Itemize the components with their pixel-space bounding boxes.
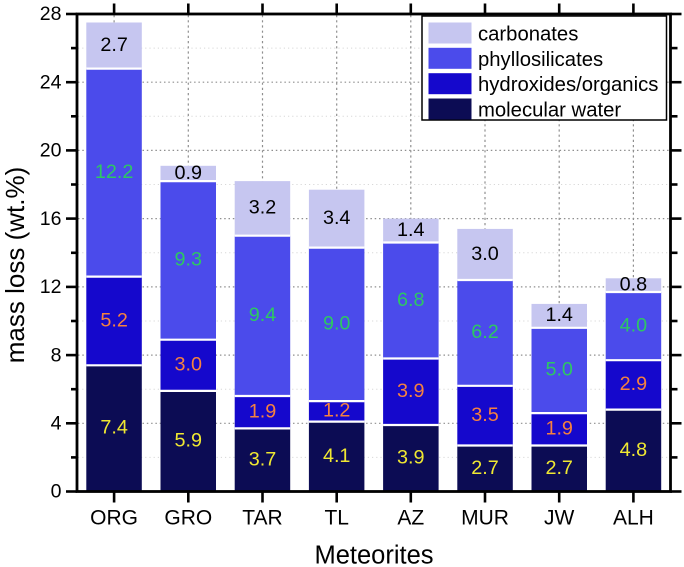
svg-text:1.9: 1.9 (249, 401, 277, 423)
svg-text:24: 24 (40, 71, 62, 93)
svg-text:1.4: 1.4 (545, 304, 573, 326)
svg-text:2.7: 2.7 (471, 457, 499, 479)
svg-text:Meteorites: Meteorites (314, 542, 433, 567)
svg-text:AZ: AZ (397, 507, 424, 530)
svg-text:5.0: 5.0 (545, 359, 573, 381)
svg-text:0.8: 0.8 (620, 274, 648, 296)
svg-text:3.2: 3.2 (249, 197, 277, 219)
svg-text:12.2: 12.2 (95, 161, 134, 183)
svg-text:1.4: 1.4 (397, 219, 425, 241)
svg-text:molecular water: molecular water (478, 100, 621, 122)
svg-text:phyllosilicates: phyllosilicates (478, 49, 603, 71)
svg-text:20: 20 (40, 140, 62, 162)
svg-text:3.7: 3.7 (249, 448, 277, 470)
svg-text:3.9: 3.9 (397, 380, 425, 402)
svg-text:4.1: 4.1 (323, 445, 351, 467)
svg-text:mass loss (wt.%): mass loss (wt.%) (0, 167, 30, 363)
svg-text:GRO: GRO (164, 507, 212, 530)
svg-text:carbonates: carbonates (478, 24, 578, 46)
svg-text:5.9: 5.9 (175, 430, 203, 452)
svg-text:3.5: 3.5 (471, 404, 499, 426)
svg-text:3.0: 3.0 (471, 243, 499, 265)
svg-text:6.8: 6.8 (397, 289, 425, 311)
svg-text:12: 12 (40, 276, 62, 298)
svg-text:ALH: ALH (613, 507, 654, 530)
svg-text:TL: TL (324, 507, 349, 530)
svg-text:0: 0 (51, 481, 62, 503)
svg-text:4.0: 4.0 (620, 314, 648, 336)
svg-text:4: 4 (51, 413, 62, 435)
svg-text:4.8: 4.8 (620, 439, 648, 461)
svg-text:0.9: 0.9 (175, 162, 203, 184)
svg-text:9.3: 9.3 (175, 249, 203, 271)
svg-text:2.7: 2.7 (100, 34, 128, 56)
svg-text:8: 8 (51, 344, 62, 366)
svg-text:3.4: 3.4 (323, 207, 351, 229)
svg-text:1.9: 1.9 (545, 418, 573, 440)
svg-text:9.0: 9.0 (323, 313, 351, 335)
svg-text:1.2: 1.2 (323, 400, 351, 422)
svg-text:ORG: ORG (90, 507, 138, 530)
svg-text:28: 28 (40, 3, 62, 25)
svg-text:JW: JW (544, 507, 575, 530)
svg-text:3.0: 3.0 (175, 354, 203, 376)
svg-text:3.9: 3.9 (397, 447, 425, 469)
svg-text:5.2: 5.2 (100, 309, 128, 331)
svg-text:7.4: 7.4 (100, 417, 128, 439)
svg-text:hydroxides/organics: hydroxides/organics (478, 74, 658, 96)
svg-text:2.9: 2.9 (620, 373, 648, 395)
svg-text:2.7: 2.7 (545, 457, 573, 479)
svg-text:TAR: TAR (242, 507, 282, 530)
svg-text:9.4: 9.4 (249, 304, 277, 326)
svg-text:16: 16 (40, 208, 62, 230)
svg-text:6.2: 6.2 (471, 321, 499, 343)
svg-text:MUR: MUR (461, 507, 509, 530)
